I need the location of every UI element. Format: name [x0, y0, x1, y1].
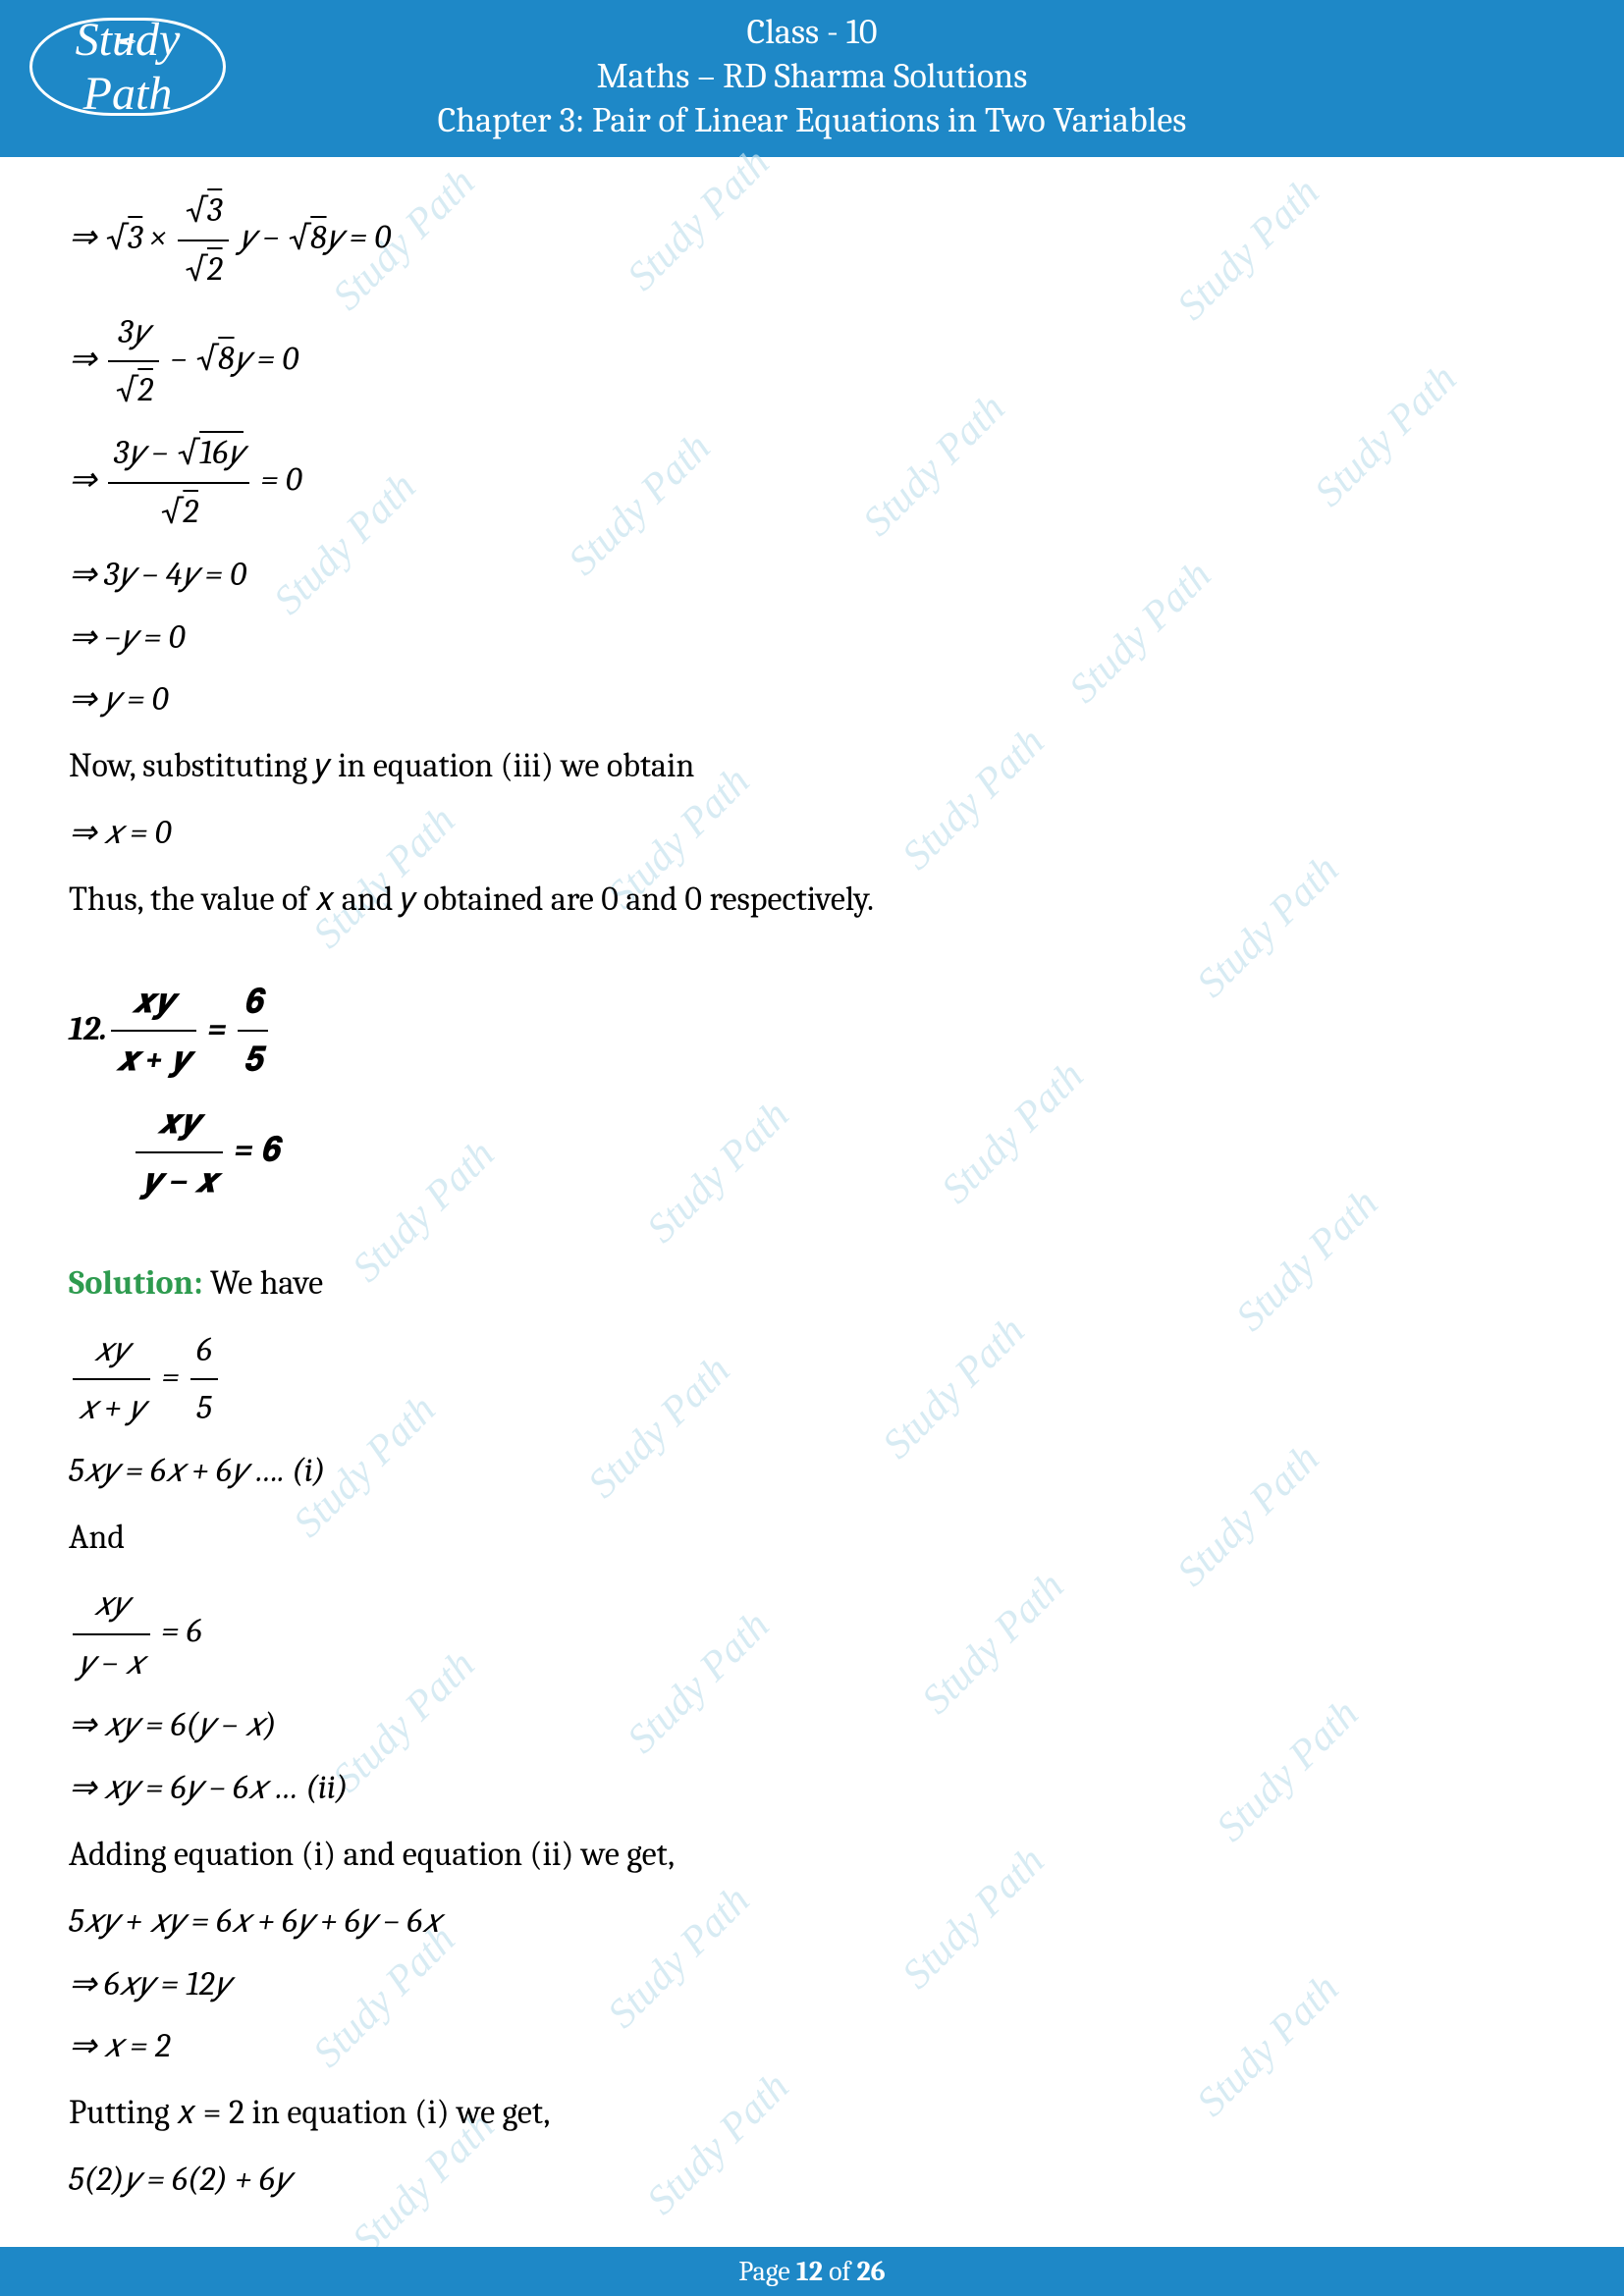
pen-icon: ✒ [118, 28, 137, 56]
step-line: ⇒ 𝑥 = 0 [69, 805, 1555, 862]
step-line: 5𝑥𝑦 = 6𝑥 + 6𝑦 …. (i) [69, 1443, 1555, 1500]
step-line: 5𝑥𝑦 + 𝑥𝑦 = 6𝑥 + 6𝑦 + 6𝑦 − 6𝑥 [69, 1894, 1555, 1950]
explain-text: Putting 𝑥 = 2 in equation (i) we get, [69, 2085, 1555, 2142]
explain-text: Adding equation (i) and equation (ii) we… [69, 1827, 1555, 1884]
footer-prefix: Page [738, 2256, 796, 2287]
step-line: ⇒ 3𝑦 − 4𝑦 = 0 [69, 547, 1555, 604]
step-line: ⇒ 𝑥 = 2 [69, 2018, 1555, 2075]
step-line: 5(2)𝑦 = 6(2) + 6𝑦 [69, 2152, 1555, 2209]
conclusion-text: Thus, the value of 𝑥 and 𝑦 obtained are … [69, 872, 1555, 929]
header-subject: Maths – RD Sharma Solutions [0, 56, 1624, 96]
page-header: ✒ Study Path Class - 10 Maths – RD Sharm… [0, 0, 1624, 157]
step-line: ⇒ 𝑥𝑦 = 6𝑦 − 6𝑥 … (ii) [69, 1760, 1555, 1817]
header-class: Class - 10 [0, 12, 1624, 52]
page-number: 12 [796, 2256, 823, 2287]
step-line: 𝑥𝑦𝑦 − 𝑥 = 6 [69, 1576, 1555, 1692]
logo: ✒ Study Path [29, 18, 226, 135]
explain-text: Now, substituting 𝑦 in equation (iii) we… [69, 738, 1555, 795]
step-line: ⇒ 𝑥𝑦 = 6(𝑦 − 𝑥) [69, 1697, 1555, 1754]
step-line: ⇒ 3 × 32 𝑦 − 8𝑦 = 0 [69, 183, 1555, 298]
solution-label: Solution: [69, 1263, 203, 1303]
step-line: ⇒ −𝑦 = 0 [69, 610, 1555, 667]
question-12b: 𝒙𝒚𝒚 − 𝒙 = 𝟔 [69, 1095, 1555, 1210]
footer-suffix: of [823, 2256, 857, 2287]
page-footer: Page 12 of 26 [0, 2247, 1624, 2296]
step-line: 𝑥𝑦𝑥 + 𝑦 = 65 [69, 1322, 1555, 1438]
content-area: ⇒ 3 × 32 𝑦 − 8𝑦 = 0 ⇒ 3𝑦2 − 8𝑦 = 0 ⇒ 3𝑦 … [0, 157, 1624, 2209]
step-line: ⇒ 6𝑥𝑦 = 12𝑦 [69, 1956, 1555, 2013]
question-12: 12.𝒙𝒚𝒙 + 𝒚 = 𝟔𝟓 [69, 974, 1555, 1090]
step-line: ⇒ 3𝑦2 − 8𝑦 = 0 [69, 304, 1555, 420]
step-line: ⇒ 3𝑦 − 16𝑦2 = 0 [69, 425, 1555, 541]
page-total: 26 [856, 2256, 885, 2287]
header-chapter: Chapter 3: Pair of Linear Equations in T… [0, 100, 1624, 140]
solution-heading: Solution: We have [69, 1255, 1555, 1312]
step-line: ⇒ 𝑦 = 0 [69, 671, 1555, 728]
step-line: And [69, 1510, 1555, 1567]
